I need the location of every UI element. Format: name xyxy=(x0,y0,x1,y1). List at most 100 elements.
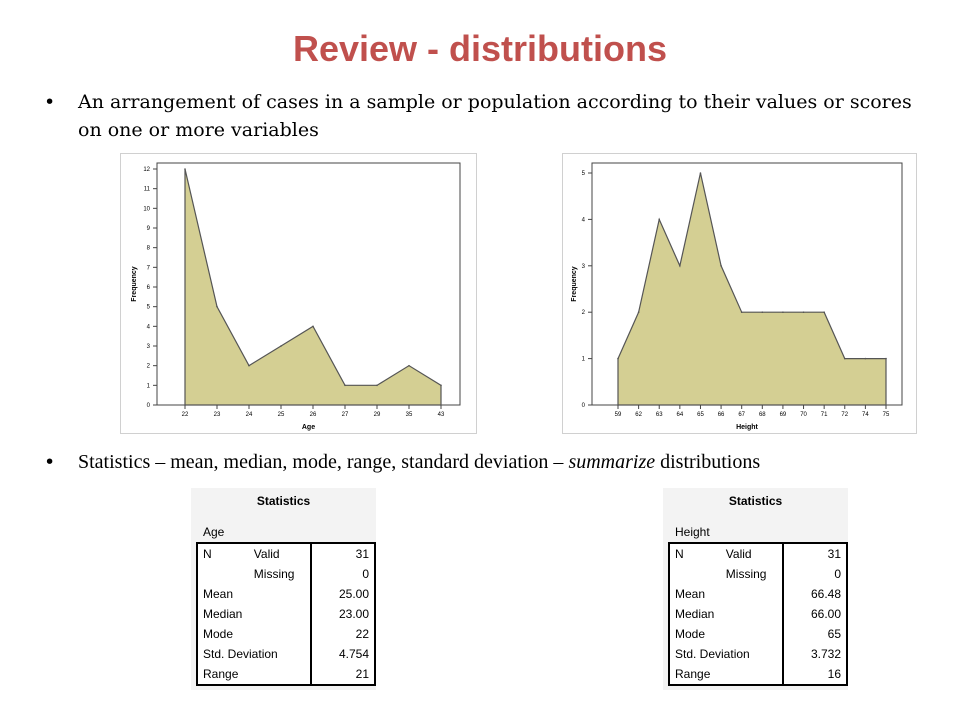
age-frequency-chart: 0 1 2 3 4 5 6 7 8 9 10 11 12 22 23 24 25 26 27 29 35 43 Age Fre… xyxy=(120,153,477,434)
table-row: Range 21 xyxy=(197,664,375,685)
y-tick-label: 12 xyxy=(143,167,150,173)
y-tick-label: 4 xyxy=(582,217,586,223)
y-tick-label: 0 xyxy=(582,403,586,409)
table-cell-c1: Range xyxy=(203,667,239,681)
data-point xyxy=(885,357,887,360)
table-cell-c3: 25.00 xyxy=(310,584,375,604)
x-tick-label: 66 xyxy=(718,412,725,418)
table-row: Median 66.00 xyxy=(669,604,847,624)
height-statistics-table: Statistics Height N Valid 31 Missing 0 Mean 66… xyxy=(663,488,848,690)
y-tick-label: 2 xyxy=(582,310,586,316)
x-tick-label: 59 xyxy=(615,412,622,418)
x-axis-label: Height xyxy=(736,424,758,431)
x-tick-label: 72 xyxy=(841,412,848,418)
data-point xyxy=(344,384,346,387)
data-point xyxy=(823,311,825,313)
data-point xyxy=(617,357,619,360)
x-tick-label: 27 xyxy=(342,412,349,418)
x-tick-label: 62 xyxy=(635,412,642,418)
table-cell-c1: N xyxy=(203,547,212,561)
x-tick-label: 67 xyxy=(738,412,745,418)
x-tick-label: 68 xyxy=(759,412,766,418)
table-cell-c3: 4.754 xyxy=(310,644,375,664)
statistics-grid: N Valid 31 Missing 0 Mean 25.00 Median 23.00 Mode… xyxy=(196,542,376,686)
x-tick-label: 24 xyxy=(246,412,253,418)
x-tick-label: 65 xyxy=(697,412,704,418)
y-tick-label: 3 xyxy=(582,264,586,270)
table-cell-c2: Valid xyxy=(725,547,752,561)
table-cell-c1: Mode xyxy=(203,627,234,641)
data-point xyxy=(440,384,442,387)
data-point xyxy=(699,172,702,174)
x-tick-label: 22 xyxy=(182,412,189,418)
y-axis-label: Frequency xyxy=(571,266,578,302)
table-cell-c3: 23.00 xyxy=(310,604,375,624)
table-cell-c2: Missing xyxy=(253,567,295,581)
y-tick-label: 8 xyxy=(147,246,151,252)
table-cell-c2: Missing xyxy=(725,567,767,581)
y-tick-label: 3 xyxy=(147,344,151,350)
table-cell-c3: 16 xyxy=(782,664,847,685)
height-frequency-chart-svg: 0 1 2 3 4 5 59 62 63 64 65 66 67 68 69 70 71 72 74 75 Height… xyxy=(562,153,917,434)
data-point xyxy=(312,325,314,328)
x-tick-label: 35 xyxy=(406,412,413,418)
table-cell-c3: 0 xyxy=(310,564,375,584)
x-tick-label: 29 xyxy=(374,412,381,418)
table-row: Mode 65 xyxy=(669,624,847,644)
data-point xyxy=(184,168,186,170)
y-tick-label: 11 xyxy=(144,187,151,193)
bullet-statistics: • Statistics – mean, median, mode, range… xyxy=(44,448,924,478)
bullet-statistics-em: summarize xyxy=(568,451,656,473)
statistics-variable: Height xyxy=(675,525,710,539)
x-tick-label: 71 xyxy=(821,412,828,418)
table-cell-c3: 22 xyxy=(310,624,375,644)
table-row: Range 16 xyxy=(669,664,847,685)
data-point xyxy=(280,345,282,347)
data-point xyxy=(782,311,784,313)
table-cell-c1: Mode xyxy=(675,627,706,641)
y-tick-label: 10 xyxy=(143,206,150,212)
bullet-dot: • xyxy=(44,451,56,473)
height-frequency-chart: 0 1 2 3 4 5 59 62 63 64 65 66 67 68 69 70 71 72 74 75 Height… xyxy=(562,153,917,434)
y-tick-label: 7 xyxy=(147,265,151,271)
area-series xyxy=(184,168,442,406)
table-cell-c1: Std. Deviation xyxy=(675,647,750,661)
table-row: Missing 0 xyxy=(197,564,375,584)
table-cell-c1: Mean xyxy=(203,587,234,601)
bullet-statistics-pre: Statistics – mean, median, mode, range, … xyxy=(78,451,569,473)
x-tick-label: 74 xyxy=(862,412,869,418)
y-tick-label: 4 xyxy=(147,324,151,330)
statistics-grid: N Valid 31 Missing 0 Mean 66.48 Median 66.00 Mode… xyxy=(668,542,848,686)
table-row: Missing 0 xyxy=(669,564,847,584)
bullet-definition-text: An arrangement of cases in a sample or p… xyxy=(78,91,912,141)
y-tick-label: 2 xyxy=(147,364,151,370)
table-row: Std. Deviation 4.754 xyxy=(197,644,375,664)
y-tick-label: 0 xyxy=(147,403,151,409)
table-cell-c1: Mean xyxy=(675,587,706,601)
table-cell-c2: Valid xyxy=(253,547,280,561)
table-cell-c1: Std. Deviation xyxy=(203,647,278,661)
table-cell-c3: 21 xyxy=(310,664,375,685)
data-point xyxy=(376,384,378,387)
bullet-definition: • An arrangement of cases in a sample or… xyxy=(44,88,914,148)
x-tick-label: 70 xyxy=(800,412,807,418)
y-tick-label: 1 xyxy=(582,357,586,363)
data-point xyxy=(658,218,661,221)
table-cell-c1 xyxy=(669,564,721,584)
table-cell-c1: Range xyxy=(675,667,711,681)
statistics-title: Statistics xyxy=(728,494,783,508)
data-point xyxy=(216,305,218,308)
y-tick-label: 1 xyxy=(147,383,151,389)
x-tick-label: 43 xyxy=(438,412,445,418)
data-point xyxy=(761,311,764,313)
table-cell-c1: Median xyxy=(203,607,243,621)
bullet-dot: • xyxy=(44,91,56,113)
x-tick-label: 64 xyxy=(677,412,684,418)
y-tick-label: 6 xyxy=(147,285,151,291)
y-tick-label: 5 xyxy=(582,171,586,177)
x-tick-label: 26 xyxy=(310,412,317,418)
data-point xyxy=(408,364,410,367)
x-axis-label: Age xyxy=(302,424,315,431)
table-row: Mode 22 xyxy=(197,624,375,644)
